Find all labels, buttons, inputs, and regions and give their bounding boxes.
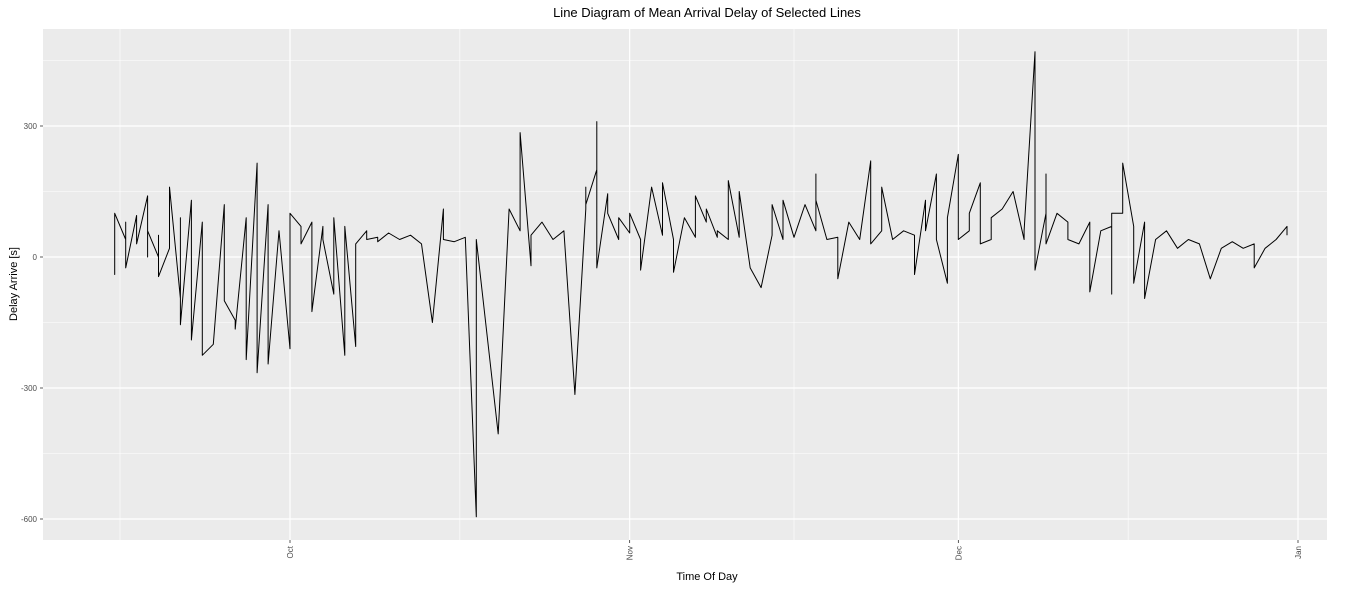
x-axis: Oct Nov Dec Jan: [286, 540, 1303, 560]
y-tick-label: -600: [21, 515, 38, 524]
y-axis-title: Delay Arrive [s]: [8, 247, 20, 321]
x-tick-label: Oct: [286, 545, 295, 558]
panel-background: [43, 29, 1327, 540]
x-tick-label: Jan: [1294, 546, 1303, 559]
y-tick-label: 0: [33, 253, 38, 262]
y-tick-label: -300: [21, 384, 38, 393]
y-axis: -600 -300 0 300: [21, 122, 43, 524]
series-line-1: [114, 51, 1288, 518]
x-tick-label: Dec: [954, 546, 963, 560]
chart-title: Line Diagram of Mean Arrival Delay of Se…: [553, 5, 861, 20]
x-tick-label: Nov: [626, 546, 635, 560]
y-tick-label: 300: [24, 122, 38, 131]
series-layer: [114, 51, 1288, 518]
x-axis-title: Time Of Day: [676, 571, 738, 583]
plot-panel: [43, 29, 1327, 540]
